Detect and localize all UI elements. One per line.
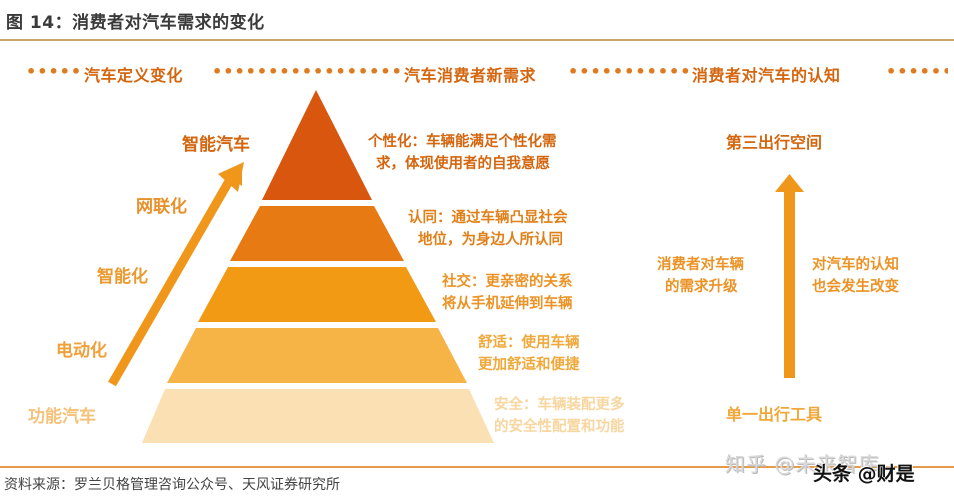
label-smart-car: 智能汽车 (182, 135, 250, 155)
desc-line: 认同：通过车辆凸显社会 (408, 210, 568, 226)
pyramid-level-recognition (230, 206, 404, 261)
desc-social: 社交：更亲密的关系 将从手机延伸到车辆 (442, 271, 573, 315)
watermark-toutiao: 头条 @财是 (813, 463, 915, 485)
dotted-leader: ••••••• (886, 62, 948, 81)
desc-line: 的安全性配置和功能 (494, 419, 625, 435)
pyramid-level-personalization (262, 90, 372, 200)
desc-line: 地位，为身边人所认同 (418, 232, 563, 248)
desc-recognition: 认同：通过车辆凸显社会 地位，为身边人所认同 (408, 207, 568, 251)
label-perception-change: 对汽车的认知 也会发生改变 (812, 254, 899, 298)
dotted-leader: ••••••••••••••••••••••••• (212, 62, 402, 81)
side-line: 的需求升级 (665, 279, 738, 295)
desc-safety: 安全：车辆装配更多 的安全性配置和功能 (494, 394, 625, 438)
desc-line: 社交：更亲密的关系 (442, 274, 573, 290)
pyramid-level-social (198, 267, 436, 322)
pyramid-level-comfort (167, 328, 467, 383)
label-intelligent: 智能化 (97, 267, 148, 287)
figure-title: 图 14：消费者对汽车需求的变化 (6, 13, 265, 33)
section-header-row: •••••• 汽车定义变化 ••••••••••••••••••••••••• … (0, 62, 954, 88)
dotted-leader: ••••••••••••••• (568, 62, 690, 81)
desc-line: 将从手机延伸到车辆 (442, 296, 573, 312)
desc-comfort: 舒适：使用车辆 更加舒适和便捷 (478, 332, 580, 376)
desc-line: 更加舒适和便捷 (478, 357, 580, 373)
section-label-perception: 消费者对汽车的认知 (692, 66, 841, 85)
side-line: 对汽车的认知 (812, 257, 899, 273)
desc-personalization: 个性化：车辆能满足个性化需 求，体现使用者的自我意愿 (368, 131, 557, 175)
section-label-new-demand: 汽车消费者新需求 (404, 66, 537, 85)
label-function-car: 功能汽车 (28, 407, 96, 427)
perception-up-arrow-icon (775, 174, 804, 378)
side-line: 也会发生改变 (812, 279, 899, 295)
desc-line: 求，体现使用者的自我意愿 (376, 156, 550, 172)
label-demand-upgrade: 消费者对车辆 的需求升级 (657, 254, 744, 298)
top-divider (0, 39, 954, 41)
label-single-travel-tool: 单一出行工具 (726, 405, 823, 424)
desc-line: 个性化：车辆能满足个性化需 (368, 134, 557, 150)
watermark-zhihu: 知乎 @未来智库 (725, 452, 880, 476)
bottom-divider (0, 466, 954, 468)
source-note: 资料来源：罗兰贝格管理咨询公众号、天风证券研究所 (4, 477, 340, 493)
desc-line: 安全：车辆装配更多 (494, 397, 625, 413)
pyramid-level-safety (142, 389, 494, 443)
section-label-car-definition: 汽车定义变化 (84, 66, 184, 85)
dotted-leader: •••••• (26, 62, 84, 81)
label-electrified: 电动化 (56, 341, 107, 361)
side-line: 消费者对车辆 (657, 257, 744, 273)
label-third-travel-space: 第三出行空间 (726, 133, 823, 152)
evolution-arrow-icon (108, 162, 244, 387)
label-connected: 网联化 (136, 197, 187, 217)
desc-line: 舒适：使用车辆 (478, 335, 580, 351)
